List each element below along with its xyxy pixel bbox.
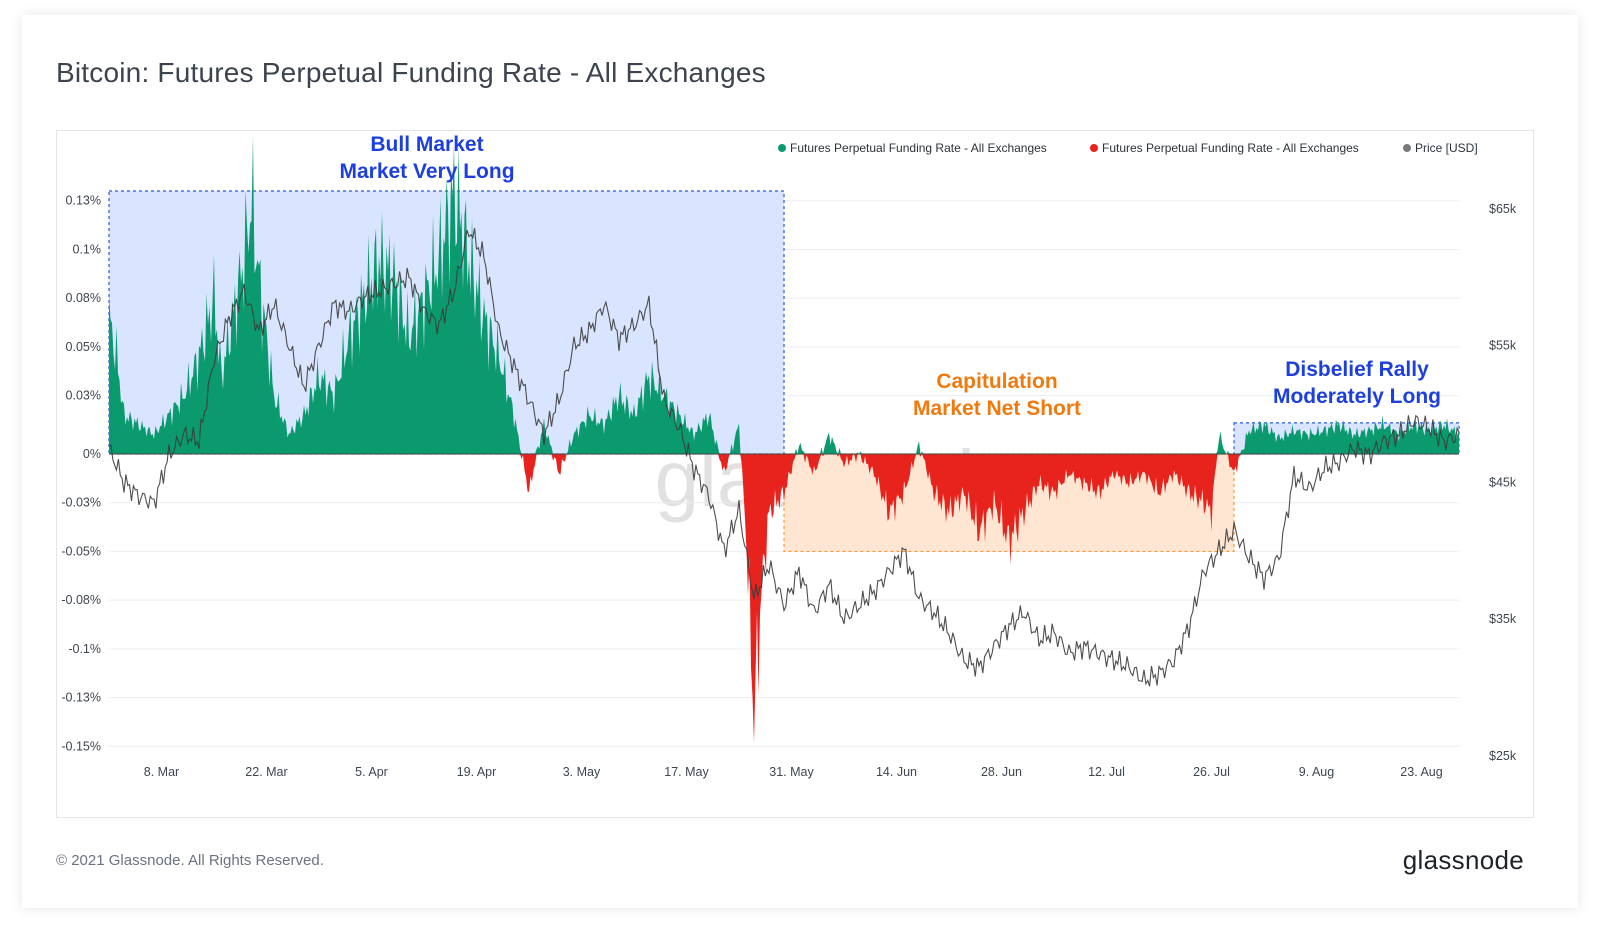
y-left-tick-label: -0.13% (61, 691, 101, 705)
funding-rate-chart[interactable]: glassnode 0.13%0.1%0.08%0.05%0.03%0%-0.0… (57, 131, 1533, 817)
chart-card: Bitcoin: Futures Perpetual Funding Rate … (22, 15, 1578, 908)
y-left-tick-label: -0.08% (61, 593, 101, 607)
x-tick-label: 17. May (664, 765, 709, 779)
x-tick-label: 3. May (563, 765, 601, 779)
legend-label: Futures Perpetual Funding Rate - All Exc… (790, 141, 1047, 155)
legend-label: Futures Perpetual Funding Rate - All Exc… (1102, 141, 1359, 155)
y-left-tick-label: -0.03% (61, 496, 101, 510)
x-tick-label: 14. Jun (876, 765, 917, 779)
x-tick-label: 22. Mar (245, 765, 287, 779)
x-tick-label: 5. Apr (355, 765, 388, 779)
glassnode-logo[interactable]: glassnode (1402, 845, 1524, 875)
annotations: Bull Market Market Very Long Capitulation M… (339, 133, 1441, 420)
x-tick-label: 8. Mar (144, 765, 179, 779)
legend: Futures Perpetual Funding Rate - All Exc… (778, 141, 1478, 155)
legend-marker (1403, 144, 1411, 152)
x-tick-label: 26. Jul (1193, 765, 1230, 779)
annotation-label: Bull Market (370, 133, 483, 156)
annotation-label: Moderately Long (1273, 385, 1441, 408)
annotation-label: Market Net Short (913, 397, 1081, 420)
x-axis: 8. Mar 22. Mar 5. Apr 19. Apr 3. May 17. May 3… (144, 765, 1443, 779)
annotation-label: Disbelief Rally (1285, 358, 1429, 381)
y-right-tick-label: $45k (1489, 475, 1517, 489)
x-tick-label: 28. Jun (981, 765, 1022, 779)
x-tick-label: 19. Apr (457, 765, 497, 779)
price-line (108, 228, 1460, 687)
y-left-tick-label: -0.15% (61, 739, 101, 753)
y-left-tick-label: 0.05% (66, 340, 101, 354)
y-right-tick-label: $55k (1489, 339, 1517, 353)
y-right-tick-label: $35k (1489, 612, 1517, 626)
legend-marker (778, 144, 786, 152)
y-left-tick-label: 0% (83, 447, 101, 461)
page-title: Bitcoin: Futures Perpetual Funding Rate … (56, 57, 766, 88)
annotation-label: Capitulation (936, 370, 1057, 393)
x-tick-label: 23. Aug (1400, 765, 1442, 779)
legend-label: Price [USD] (1415, 141, 1478, 155)
y-left-tick-label: 0.08% (66, 291, 101, 305)
negative-funding-area (109, 454, 1459, 743)
y-left-tick-label: -0.1% (68, 642, 101, 656)
x-tick-label: 12. Jul (1088, 765, 1125, 779)
y-right-tick-label: $25k (1489, 749, 1517, 763)
y-axis-right: $65k $55k $45k $35k $25k (1489, 202, 1517, 763)
plot-frame: glassnode 0.13%0.1%0.08%0.05%0.03%0%-0.0… (56, 130, 1534, 818)
y-right-tick-label: $65k (1489, 202, 1517, 216)
legend-marker (1090, 144, 1098, 152)
y-axis-left: 0.13% 0.1% 0.08% 0.05% 0.03% 0% -0.03% -0.05% -0… (61, 194, 101, 754)
copyright-text: © 2021 Glassnode. All Rights Reserved. (56, 852, 324, 869)
price-series (108, 228, 1460, 687)
annotation-label: Market Very Long (339, 160, 514, 183)
funding-areas (109, 135, 1459, 743)
positive-funding-area (109, 135, 1459, 455)
y-left-tick-label: 0.03% (66, 389, 101, 403)
y-left-tick-label: 0.13% (66, 194, 101, 208)
y-left-tick-label: -0.05% (61, 544, 101, 558)
x-tick-label: 31. May (769, 765, 814, 779)
x-tick-label: 9. Aug (1299, 765, 1334, 779)
y-left-tick-label: 0.1% (73, 242, 102, 256)
